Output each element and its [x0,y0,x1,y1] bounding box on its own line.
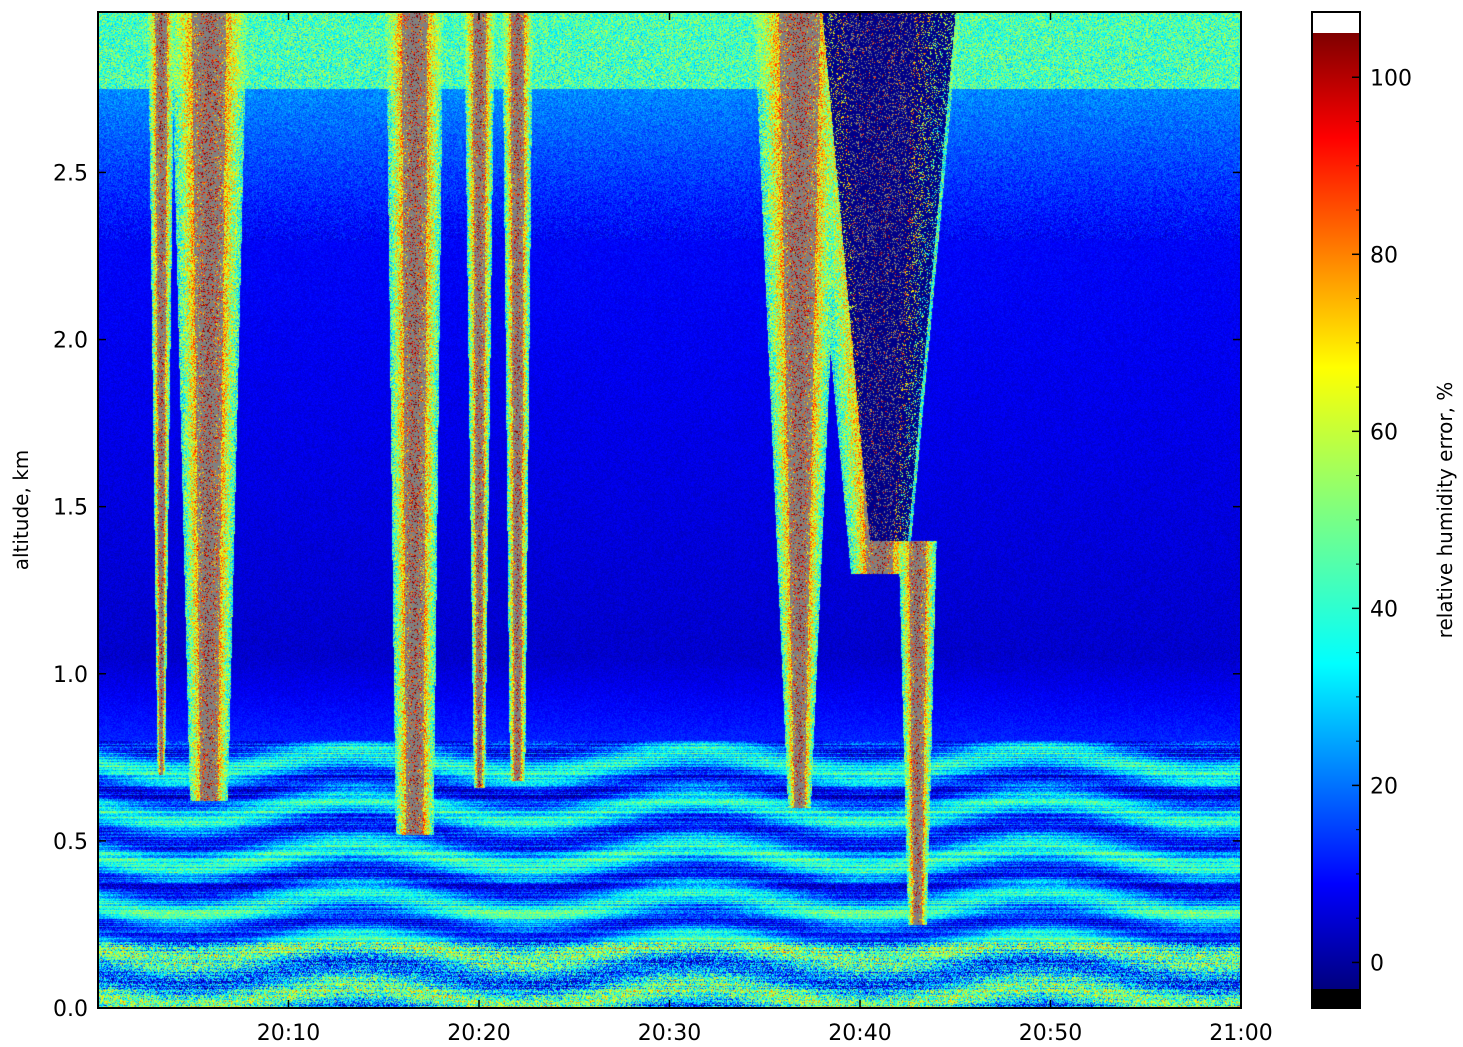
y-tick-label: 0.0 [53,997,88,1022]
x-tick-label: 21:00 [1209,1021,1272,1046]
colorbar-over-swatch [1312,12,1360,33]
colorbar-tick-label: 40 [1370,597,1398,622]
x-tick-label: 20:40 [828,1021,891,1046]
x-tick-label: 20:10 [257,1021,320,1046]
colorbar-under-swatch [1312,989,1360,1008]
y-tick-label: 2.5 [53,161,88,186]
y-axis-label: altitude, km [9,450,33,571]
colorbar: 0 20 40 60 80 100 [1311,11,1412,1009]
y-axis: 0.0 0.5 1.0 1.5 2.0 2.5 [53,161,1241,1022]
x-axis: 20:10 20:20 20:30 20:40 20:50 21:00 [257,12,1273,1046]
heatmap-area [98,12,1241,1008]
x-tick-label: 20:20 [447,1021,510,1046]
colorbar-tick-label: 60 [1370,420,1398,445]
y-tick-label: 1.0 [53,663,88,688]
colorbar-tick-label: 80 [1370,243,1398,268]
colorbar-frame [1311,11,1361,1009]
colorbar-tick-label: 20 [1370,774,1398,799]
colorbar-label: relative humidity error, % [1433,382,1457,639]
y-tick-label: 1.5 [53,496,88,521]
colorbar-tick-label: 0 [1370,951,1384,976]
y-tick-label: 0.5 [53,830,88,855]
x-tick-label: 20:30 [638,1021,701,1046]
colorbar-ticks: 0 20 40 60 80 100 [1352,66,1412,976]
x-tick-label: 20:50 [1019,1021,1082,1046]
colorbar-gradient [1312,33,1360,989]
colorbar-tick-label: 100 [1370,66,1412,91]
y-tick-label: 2.0 [53,329,88,354]
